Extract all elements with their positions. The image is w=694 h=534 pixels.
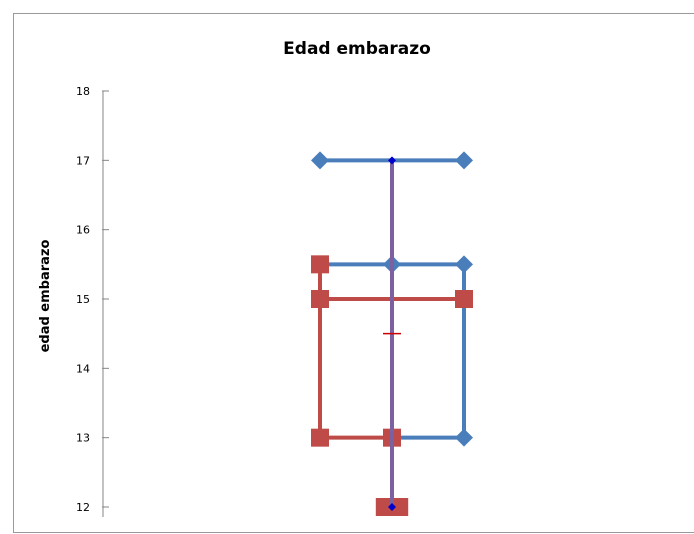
red-square-marker: [311, 255, 329, 274]
y-tick-label: 18: [76, 85, 90, 98]
blue-diamond-marker: [455, 428, 473, 447]
red-square-marker: [455, 290, 473, 308]
chart-area: Edad embarazo edad embarazo 12 13 14 15 16 17…: [13, 13, 694, 533]
red-square-marker: [390, 498, 409, 516]
blue-diamond-marker: [311, 151, 329, 170]
y-tick-label: 15: [76, 293, 90, 306]
y-axis: 12 13 14 15 16 17 18: [76, 85, 109, 517]
red-square-marker: [311, 428, 329, 447]
plot-area: [311, 151, 473, 516]
box-plot-chart: Edad embarazo edad embarazo 12 13 14 15 16 17…: [38, 39, 473, 517]
y-axis-label: edad embarazo: [38, 240, 53, 353]
blue-box-outline: [392, 262, 466, 440]
y-tick-label: 13: [76, 432, 90, 445]
red-box-outline: [318, 264, 392, 440]
whisker-end-marker: [388, 503, 396, 511]
y-tick-label: 17: [76, 154, 90, 167]
y-tick-label: 16: [76, 224, 90, 237]
red-square-marker: [311, 290, 329, 308]
y-tick-label: 14: [76, 362, 90, 375]
blue-diamond-marker: [455, 151, 473, 170]
whisker-end-marker: [388, 156, 396, 165]
blue-diamond-marker: [455, 255, 473, 274]
y-tick-label: 12: [76, 501, 90, 514]
red-square-marker: [375, 498, 394, 516]
chart-title: Edad embarazo: [283, 39, 431, 59]
